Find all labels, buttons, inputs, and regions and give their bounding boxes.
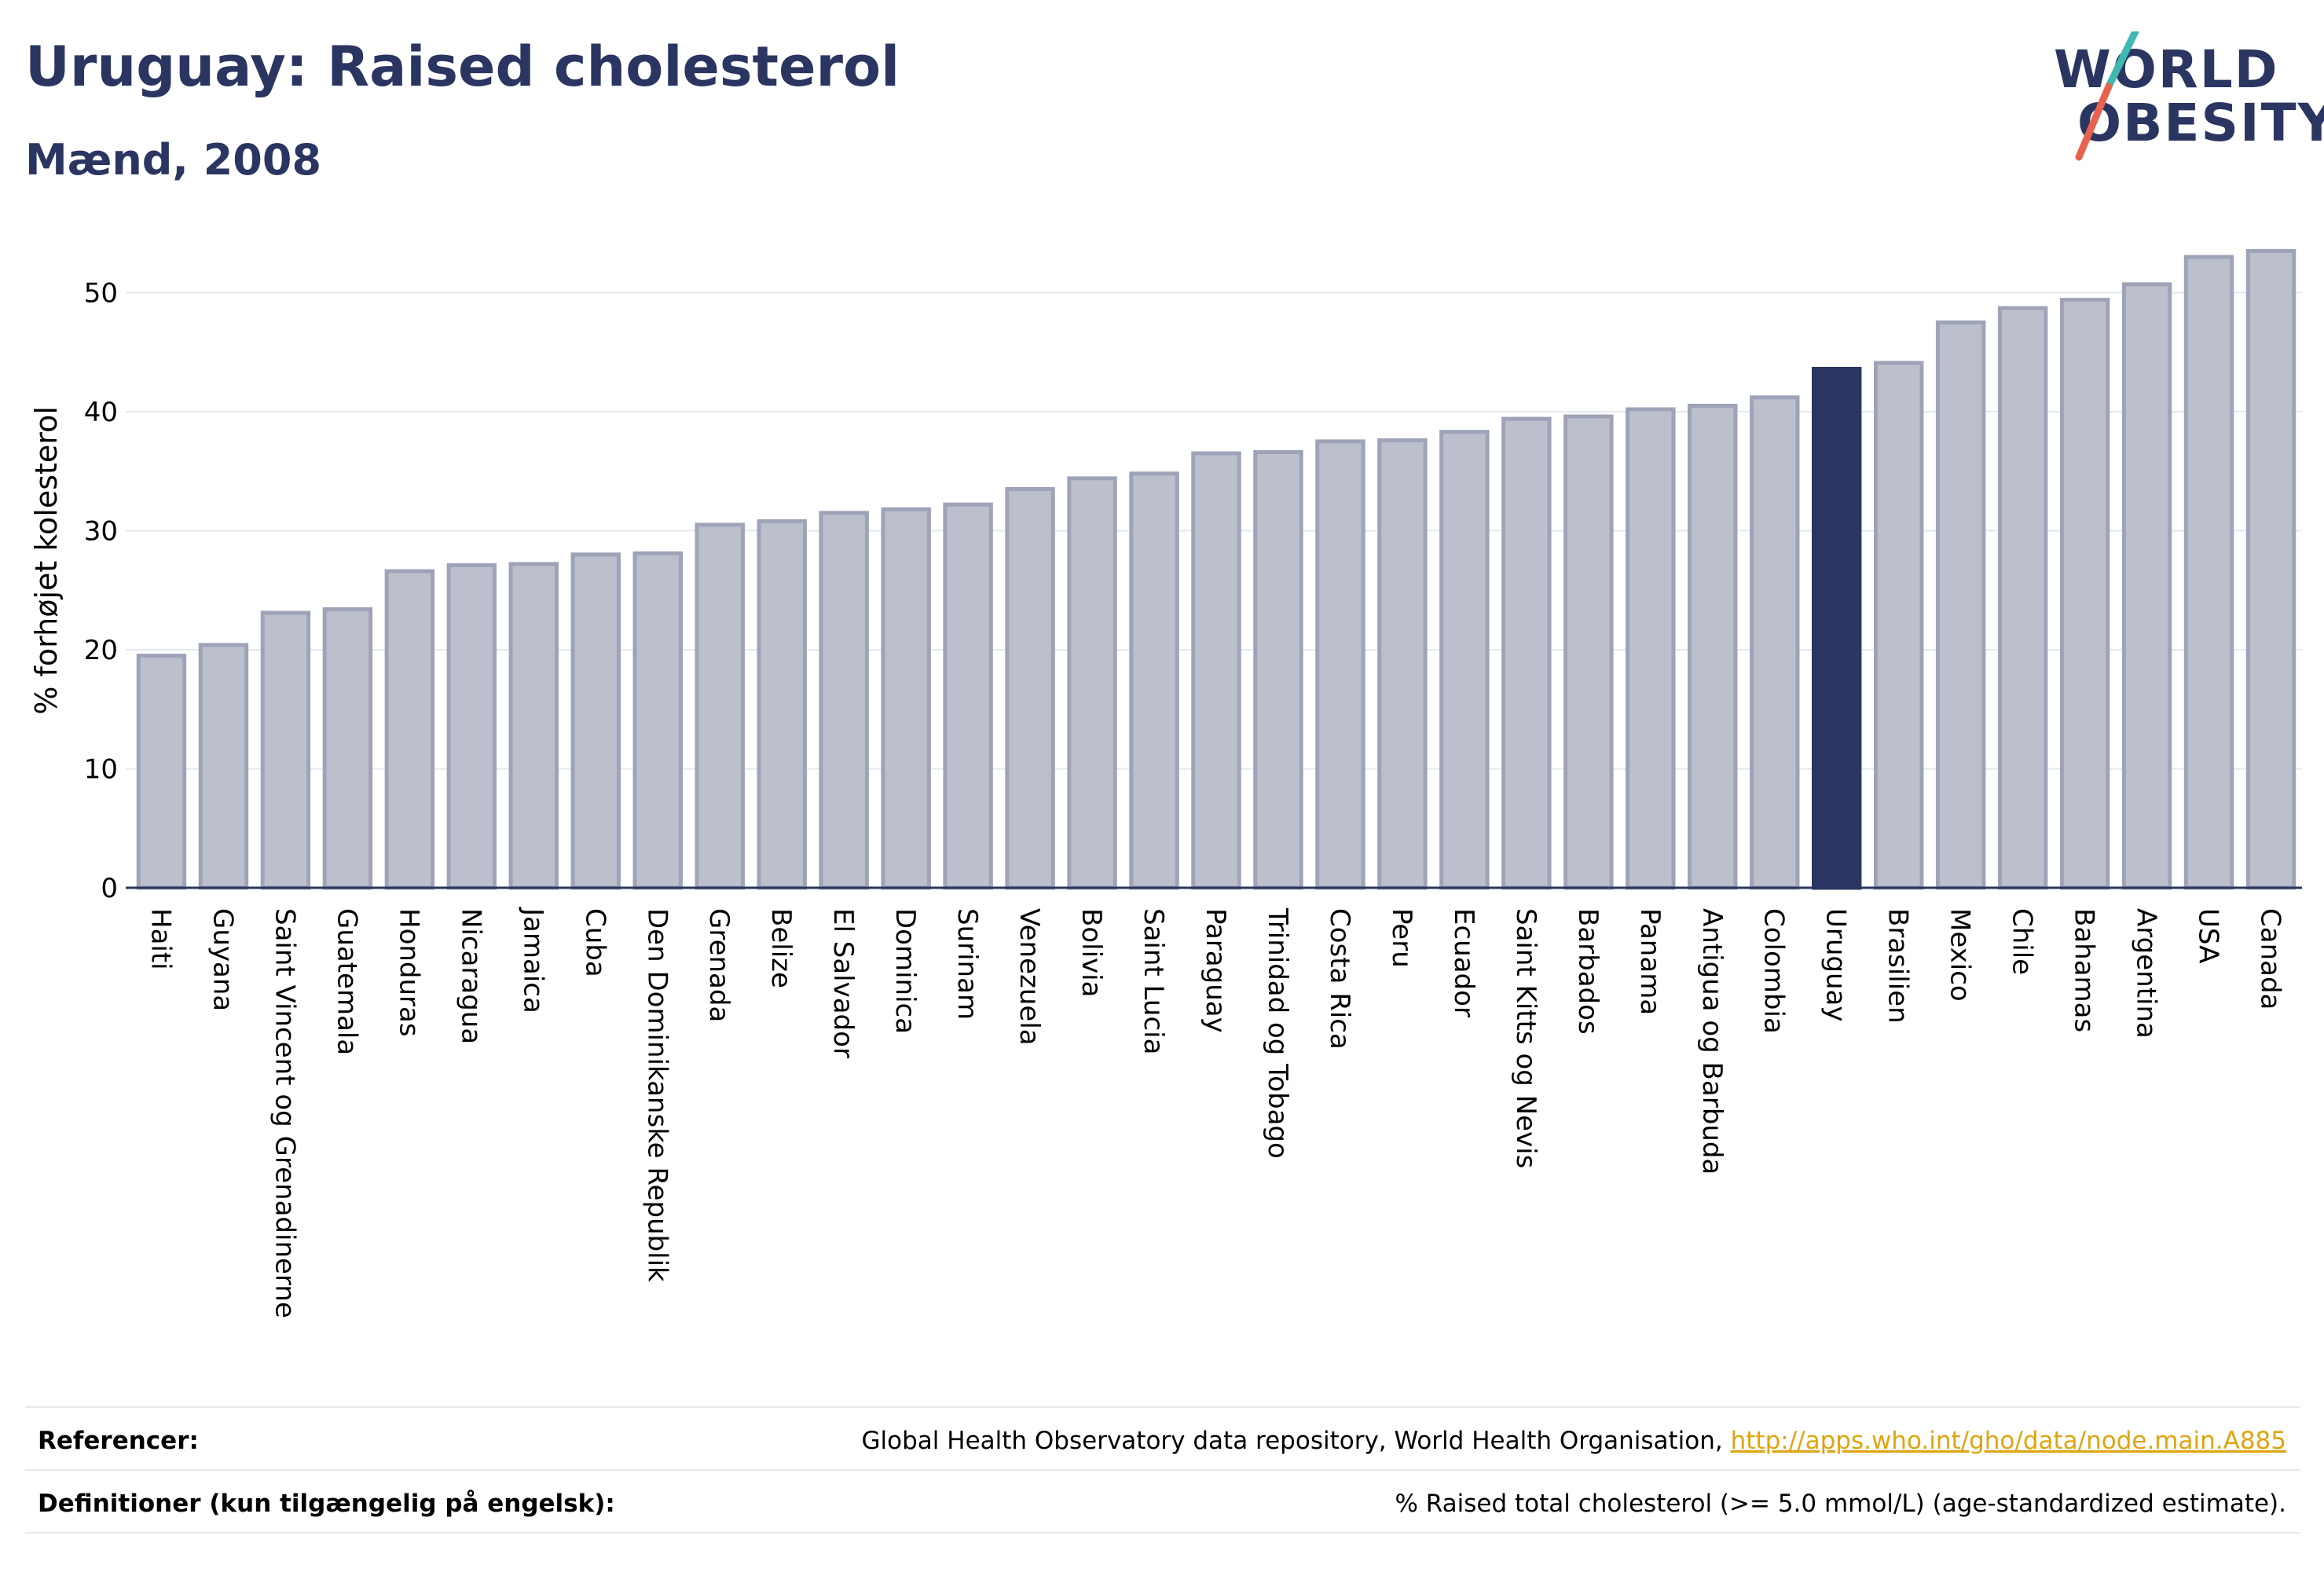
- x-tick-label: Mexico: [1945, 908, 1976, 1002]
- x-tick-label: Haiti: [145, 908, 176, 970]
- bar: [570, 552, 621, 890]
- definitions-label: Definitioner (kun tilgængelig på engelsk…: [38, 1490, 615, 1518]
- bar: [136, 654, 187, 890]
- x-tick-label: Venezuela: [1014, 908, 1045, 1046]
- footer-divider: [25, 1406, 2300, 1408]
- bar: [1067, 476, 1117, 890]
- x-tick-label: Argentina: [2131, 908, 2162, 1039]
- x-tick-label: Peru: [1386, 908, 1417, 968]
- bar: [819, 511, 869, 890]
- x-tick-label: Belize: [765, 908, 797, 988]
- bar: [1377, 438, 1428, 890]
- definitions-value: % Raised total cholesterol (>= 5.0 mmol/…: [1395, 1490, 2286, 1518]
- footer-divider: [25, 1532, 2300, 1534]
- x-tick-label: Antigua og Barbuda: [1696, 908, 1728, 1175]
- bar: [881, 507, 931, 890]
- y-tick-label: 50: [84, 278, 118, 310]
- bar: [1750, 395, 1800, 890]
- bar: [757, 519, 807, 890]
- bar: [198, 643, 249, 890]
- bar: [1935, 320, 1986, 890]
- x-tick-label: Grenada: [703, 908, 735, 1022]
- logo-text-obesity: OBESITY: [2077, 93, 2324, 153]
- y-tick-label: 10: [84, 754, 118, 786]
- x-tick-label: Saint Vincent og Grenadinerne: [269, 908, 300, 1318]
- x-tick-label: Chile: [2007, 908, 2038, 975]
- bar: [632, 551, 683, 890]
- bar: [260, 610, 311, 890]
- logo-slash-icon: [2075, 31, 2139, 161]
- chart-title: Uruguay: Raised cholesterol: [25, 35, 900, 99]
- x-tick-label: Guatemala: [331, 908, 362, 1055]
- x-tick-label: Paraguay: [1200, 908, 1231, 1033]
- footer-divider: [25, 1469, 2300, 1471]
- y-axis-title: % forhøjet kolesterol: [29, 406, 64, 715]
- x-tick-label: Barbados: [1572, 908, 1604, 1035]
- x-tick-label: Cuba: [579, 908, 610, 977]
- bar: [2059, 298, 2110, 890]
- logo-text-world: WORLD: [2054, 39, 2279, 100]
- bar: [384, 569, 435, 890]
- x-tick-label: Bolivia: [1076, 908, 1107, 997]
- bar: [2245, 248, 2297, 890]
- x-tick-label: Honduras: [393, 908, 424, 1037]
- x-tick-label: El Salvador: [827, 908, 859, 1058]
- bar: [2183, 255, 2234, 890]
- bar-chart: 0 10 20 30 40 50 % forhøjet kolesterol Haiti Guy…: [29, 248, 2302, 1318]
- x-tick-label: Canada: [2255, 908, 2286, 1010]
- bar: [1997, 306, 2048, 890]
- x-tick-label: Ecuador: [1448, 908, 1479, 1017]
- bar: [1129, 471, 1179, 890]
- bar: [1005, 486, 1055, 890]
- x-tick-label: Saint Kitts og Nevis: [1510, 908, 1541, 1168]
- bar-highlighted: [1811, 366, 1862, 890]
- x-tick-label: Uruguay: [1820, 908, 1852, 1022]
- bar: [446, 563, 497, 890]
- bar: [943, 502, 993, 890]
- y-tick-label: 40: [84, 397, 118, 428]
- x-tick-label: Jamaica: [517, 907, 548, 1013]
- bar: [1501, 416, 1552, 890]
- bar: [1191, 451, 1241, 890]
- references-text: Global Health Observatory data repositor…: [861, 1427, 1731, 1455]
- x-tick-label: Brasilien: [1882, 908, 1914, 1024]
- x-tick-label: Costa Rica: [1324, 908, 1355, 1050]
- x-tick-label: Trinidad og Tobago: [1262, 907, 1293, 1159]
- x-tick-label: Dominica: [889, 908, 921, 1034]
- x-tick-label: Saint Lucia: [1138, 908, 1169, 1054]
- x-tick-label: Bahamas: [2069, 908, 2100, 1032]
- bar: [508, 562, 559, 890]
- bar: [1563, 414, 1614, 890]
- x-tick-label: Surinam: [951, 908, 983, 1020]
- bar: [1253, 450, 1303, 890]
- x-tick-label: Nicaragua: [455, 908, 486, 1044]
- bar: [695, 522, 745, 890]
- x-tick-label: Guyana: [207, 908, 238, 1011]
- y-tick-label: 30: [84, 516, 118, 548]
- x-tick-label: USA: [2193, 908, 2224, 963]
- bar: [2121, 282, 2172, 890]
- y-tick-label: 20: [84, 635, 118, 666]
- references-value: Global Health Observatory data repositor…: [862, 1427, 2286, 1455]
- bar: [1873, 361, 1924, 890]
- x-tick-label: Den Dominikanske Republik: [641, 908, 673, 1282]
- bar: [1439, 430, 1490, 890]
- bar: [1688, 403, 1738, 890]
- world-obesity-logo: WORLD OBESITY: [2043, 31, 2324, 173]
- bar: [1315, 439, 1365, 890]
- y-tick-label: 0: [101, 873, 118, 904]
- references-link[interactable]: http://apps.who.int/gho/data/node.main.A…: [1730, 1427, 2286, 1455]
- references-label: Referencer:: [38, 1427, 199, 1455]
- x-tick-label: Colombia: [1758, 908, 1790, 1034]
- bar: [1626, 407, 1676, 890]
- chart-subtitle: Mænd, 2008: [25, 135, 322, 185]
- x-tick-label: Panama: [1634, 908, 1666, 1015]
- bar: [322, 607, 373, 890]
